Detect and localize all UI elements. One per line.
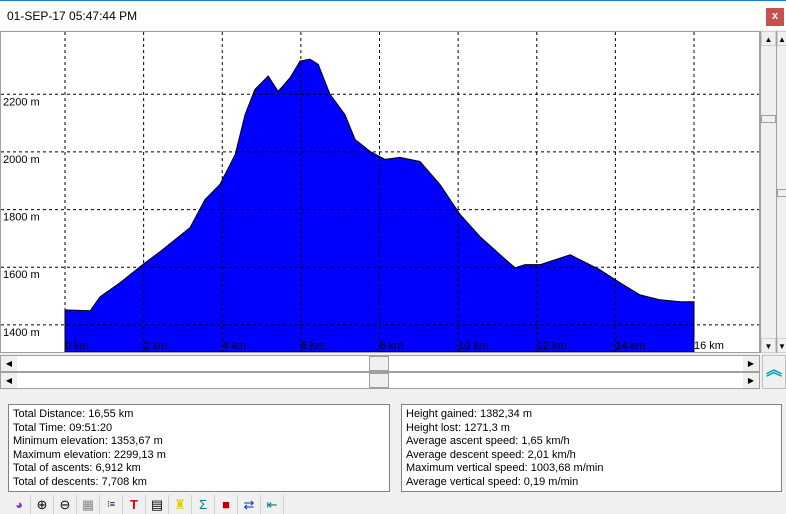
- scroll-right-arrow[interactable]: ▶: [743, 373, 759, 388]
- max-elevation: Maximum elevation: 2299,13 m: [13, 448, 166, 461]
- min-elevation: Minimum elevation: 1353,67 m: [13, 435, 163, 448]
- y-tick-label: 1400 m: [3, 327, 40, 339]
- chart-svg: 0 km 2 km 4 km 6 km 8 km 10 km 12 km 14 km 16 km…: [1, 32, 759, 352]
- sum-icon[interactable]: Σ: [192, 495, 215, 514]
- swap-icon[interactable]: ⇄: [238, 495, 261, 514]
- scroll-thumb[interactable]: [369, 356, 389, 371]
- elevation-chart: 0 km 2 km 4 km 6 km 8 km 10 km 12 km 14 km 16 km…: [0, 31, 760, 353]
- avg-vertical-speed: Average vertical speed: 0,19 m/min: [406, 475, 579, 488]
- title-bar: 01-SEP-17 05:47:44 PM x: [0, 0, 786, 30]
- total-descents: Total of descents: 7,708 km: [13, 475, 147, 488]
- x-tick-label: 16 km: [694, 340, 724, 352]
- close-button[interactable]: x: [766, 8, 784, 26]
- book-icon[interactable]: ■: [215, 495, 238, 514]
- x-tick-label: 10 km: [458, 340, 488, 352]
- stats-right-panel: Height gained: 1382,34 m Height lost: 12…: [401, 404, 782, 492]
- list-options-icon[interactable]: ⁝≡: [100, 495, 123, 514]
- scroll-left-arrow[interactable]: ◀: [1, 356, 17, 371]
- x-tick-label: 14 km: [615, 340, 645, 352]
- y-tick-label: 1600 m: [3, 269, 40, 281]
- height-lost: Height lost: 1271,3 m: [406, 421, 510, 434]
- x-tick-label: 6 km: [301, 340, 325, 352]
- total-distance: Total Distance: 16,55 km: [13, 408, 134, 420]
- grid-icon[interactable]: ▦: [77, 495, 100, 514]
- x-tick-label: 4 km: [222, 340, 246, 352]
- scroll-thumb[interactable]: [777, 189, 786, 197]
- y-tick-label: 2000 m: [3, 154, 40, 166]
- scroll-right-arrow[interactable]: ▶: [743, 356, 759, 371]
- exit-icon[interactable]: ⇤: [261, 495, 284, 514]
- avg-ascent-speed: Average ascent speed: 1,65 km/h: [406, 435, 570, 448]
- scroll-left-arrow[interactable]: ◀: [1, 373, 17, 388]
- zoom-out-icon[interactable]: ⊖: [54, 495, 77, 514]
- height-gained: Height gained: 1382,34 m: [406, 408, 532, 420]
- scroll-down-arrow[interactable]: ▼: [761, 338, 776, 353]
- y-tick-label: 1800 m: [3, 212, 40, 224]
- window-title: 01-SEP-17 05:47:44 PM: [7, 9, 138, 23]
- y-tick-label: 2200 m: [3, 96, 40, 108]
- vertical-scrollbar-2[interactable]: ▲ ▼: [776, 31, 786, 353]
- text-search-icon[interactable]: T: [123, 495, 146, 514]
- x-tick-label: 0 km: [65, 340, 89, 352]
- stamp-icon[interactable]: ♜: [169, 495, 192, 514]
- scroll-up-arrow[interactable]: ▲: [777, 31, 786, 46]
- total-time: Total Time: 09:51:20: [13, 421, 113, 434]
- horizontal-scrollbar-2[interactable]: ◀ ▶: [0, 372, 760, 389]
- max-vertical-speed: Maximum vertical speed: 1003,68 m/min: [406, 462, 604, 475]
- scroll-thumb[interactable]: [761, 115, 776, 123]
- horizontal-scrollbar-1[interactable]: ◀ ▶: [0, 355, 760, 372]
- scroll-thumb[interactable]: [369, 373, 389, 388]
- double-chevron-up-button[interactable]: ︽: [762, 355, 786, 389]
- avg-descent-speed: Average descent speed: 2,01 km/h: [406, 448, 576, 461]
- scroll-down-arrow[interactable]: ▼: [777, 338, 786, 353]
- vertical-scrollbar-1[interactable]: ▲ ▼: [760, 31, 776, 353]
- x-tick-label: 12 km: [537, 340, 567, 352]
- toolbar: ◕ ⊕ ⊖ ▦ ⁝≡ T ▤ ♜ Σ ■ ⇄ ⇤: [8, 495, 284, 514]
- total-ascents: Total of ascents: 6,912 km: [13, 462, 141, 475]
- notes-icon[interactable]: ▤: [146, 495, 169, 514]
- stats-left-panel: Total Distance: 16,55 km Total Time: 09:…: [8, 404, 390, 492]
- globe-icon[interactable]: ◕: [8, 495, 31, 514]
- zoom-in-icon[interactable]: ⊕: [31, 495, 54, 514]
- x-tick-label: 2 km: [144, 340, 168, 352]
- x-tick-label: 8 km: [380, 340, 404, 352]
- scroll-up-arrow[interactable]: ▲: [761, 31, 776, 46]
